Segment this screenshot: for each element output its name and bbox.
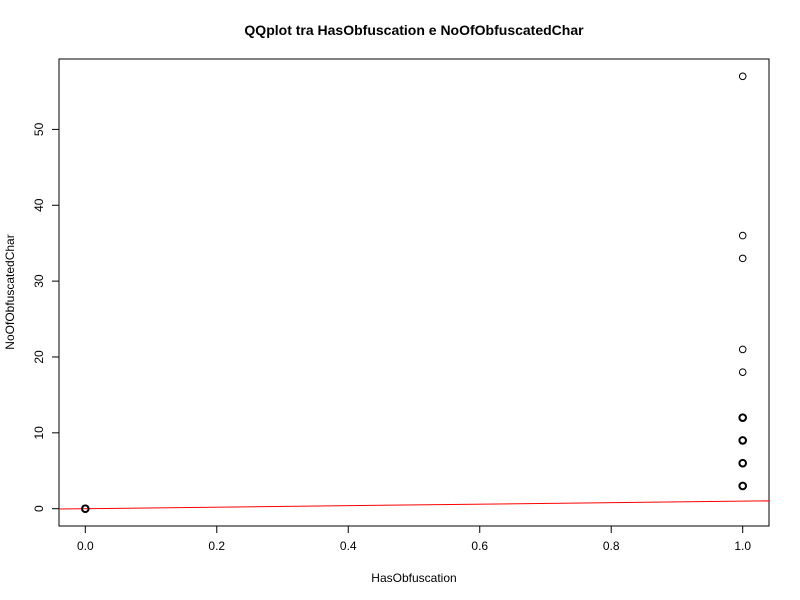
chart-title: QQplot tra HasObfuscation e NoOfObfuscat… bbox=[244, 22, 584, 38]
y-axis: 0 10 20 30 40 50 bbox=[32, 122, 59, 512]
data-point bbox=[738, 458, 748, 468]
y-tick-label: 40 bbox=[32, 198, 46, 212]
x-tick-label: 0.4 bbox=[340, 539, 357, 553]
data-point bbox=[738, 436, 748, 445]
y-tick-label: 20 bbox=[32, 350, 46, 364]
x-tick-label: 0.2 bbox=[208, 539, 225, 553]
data-point bbox=[738, 481, 748, 491]
reference-line bbox=[58, 500, 770, 510]
x-axis-label: HasObfuscation bbox=[371, 571, 456, 585]
x-tick-label: 0.0 bbox=[77, 539, 94, 553]
data-point bbox=[738, 254, 747, 263]
plot-frame bbox=[58, 58, 770, 527]
data-point bbox=[738, 345, 747, 354]
data-point bbox=[80, 504, 90, 514]
y-tick-label: 10 bbox=[32, 426, 46, 440]
reference-line-group bbox=[58, 500, 770, 510]
data-point bbox=[738, 368, 747, 376]
data-point bbox=[738, 413, 748, 422]
y-tick-label: 0 bbox=[32, 505, 46, 512]
data-point bbox=[738, 72, 747, 81]
x-tick-label: 1.0 bbox=[734, 539, 751, 553]
y-tick-label: 30 bbox=[32, 274, 46, 288]
data-points bbox=[80, 72, 748, 514]
x-tick-label: 0.6 bbox=[471, 539, 488, 553]
y-axis-label: NoOfObfuscatedChar bbox=[3, 234, 17, 349]
x-axis: 0.0 0.2 0.4 0.6 0.8 1.0 bbox=[77, 526, 751, 553]
data-point bbox=[738, 231, 747, 240]
x-tick-label: 0.8 bbox=[603, 539, 620, 553]
y-tick-label: 50 bbox=[32, 122, 46, 136]
